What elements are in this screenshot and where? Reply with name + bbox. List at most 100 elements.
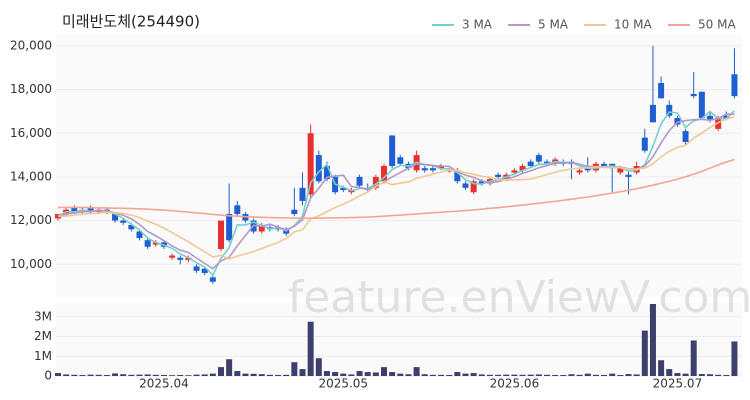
candle-body [462,183,469,188]
volume-bar [413,367,420,376]
candle-body [381,166,387,182]
volume-bar [356,371,363,376]
volume-bar [307,321,314,376]
volume-bar [454,372,461,376]
volume-bar [584,373,591,376]
volume-bar [112,373,119,376]
volume-bar [625,374,632,376]
legend-label: 50 MA [698,18,736,32]
candle-body [120,220,127,223]
candle-body [682,131,689,142]
volume-bar [446,375,453,376]
candle-body [226,214,233,241]
volume-bar [226,359,233,376]
volume-bar [723,375,730,376]
volume-bar [560,375,567,376]
volume-bar [429,374,436,376]
candle-body [429,168,436,171]
candle-body [731,74,738,97]
candle-body [372,176,379,188]
candle-body [307,133,314,195]
candle-body [201,268,208,273]
volume-bar [552,375,559,376]
legend-label: 3 MA [462,18,493,32]
candle-body [299,187,306,201]
volume-panel [56,303,742,376]
chart-title: 미래반도체(254490) [62,13,200,31]
candle-body [112,214,119,221]
volume-bar [715,374,722,376]
volume-bar [503,374,510,376]
candle-body [315,155,322,182]
y-tick-label: 20,000 [10,38,52,52]
candle-body [617,168,624,173]
candle-body [576,170,583,173]
candle-body [389,135,396,166]
volume-bar [495,374,502,376]
volume-bar [690,340,697,376]
volume-bar [218,367,224,376]
legend-label: 5 MA [538,18,569,32]
volume-bar [633,374,640,376]
ma-line [58,158,735,219]
volume-bar [266,374,273,376]
candle-body [658,83,665,99]
volume-bar [372,372,379,376]
volume-bar [421,374,428,376]
volume-bar [535,374,542,376]
volume-bar [698,374,705,376]
candle-body [584,168,591,171]
candle-body [356,176,363,186]
candle-body [185,257,192,260]
candle-body [666,104,673,116]
volume-bar [707,374,713,376]
candle-body [601,163,608,166]
volume-bar [731,341,738,376]
volume-bar [519,374,526,376]
volume-bar [332,372,339,376]
candle-body [136,231,143,239]
volume-bar [438,374,445,376]
candle-body [641,137,648,151]
volume-bar [87,374,94,376]
volume-bar [95,374,102,376]
candle-body [258,224,265,232]
volume-bar [299,369,306,376]
volume-bar [397,373,404,376]
candle-body [698,91,705,118]
y-tick-label: 14,000 [10,169,52,183]
volume-bar [470,373,477,376]
volume-bar [674,373,681,376]
volume-bar [666,369,673,376]
volume-bar [511,374,518,376]
volume-bar [283,374,290,376]
candle-body [674,117,681,125]
candle-body [177,257,184,260]
legend-label: 10 MA [614,18,652,32]
y-tick-label: 12,000 [10,213,52,227]
volume-bar [381,367,387,376]
candle-body [527,161,534,166]
candle-body [690,93,697,97]
y-tick-label: 18,000 [10,82,52,96]
volume-bar [152,374,159,376]
volume-bar [405,374,412,376]
volume-bar [234,371,241,376]
candle-body [625,174,632,177]
candle-body [87,207,94,212]
volume-bar [478,374,485,376]
volume-bar [649,303,656,376]
candle-body [209,277,216,282]
candle-body [340,187,347,191]
candle-body [71,207,78,212]
candle-body [144,240,151,247]
volume-bar [462,373,469,376]
candle-body [649,104,656,123]
candle-body [323,166,330,180]
y-tick-label: 3M [34,309,52,323]
candle-body [495,174,502,177]
candle-body [218,220,224,249]
candle-body [511,170,518,173]
volume-bar [79,375,86,376]
candle-body [438,166,445,169]
